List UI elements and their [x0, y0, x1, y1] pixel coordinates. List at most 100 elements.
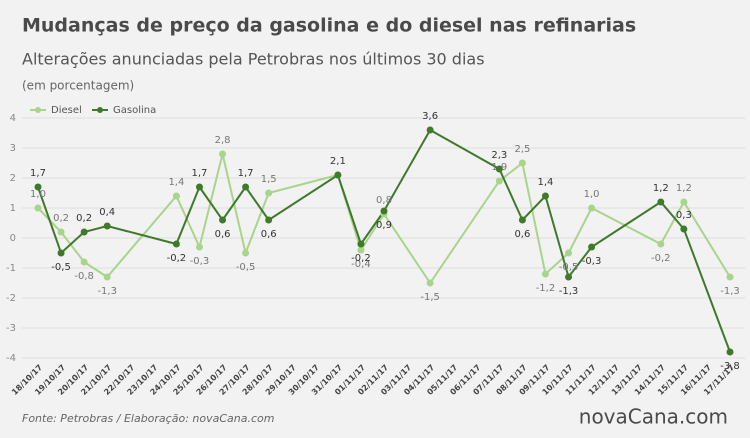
data-label: -0,5 [559, 262, 579, 273]
data-label: 0,6 [514, 229, 530, 240]
data-point [518, 216, 526, 224]
data-point [657, 198, 665, 206]
data-point [57, 249, 65, 257]
data-label: 0,2 [76, 213, 92, 224]
data-point [426, 126, 434, 134]
data-label: -0,4 [351, 259, 371, 270]
data-point [380, 207, 388, 215]
y-tick-label: 4 [10, 113, 16, 124]
y-tick-label: 2 [10, 173, 16, 184]
data-label: -0,3 [190, 256, 210, 267]
data-label: -0,5 [51, 262, 71, 273]
data-label: 1,4 [538, 177, 554, 188]
data-label: -3,8 [720, 361, 740, 372]
data-label: 1,0 [584, 189, 600, 200]
data-label: -0,2 [651, 253, 671, 264]
data-label: -1,3 [720, 286, 740, 297]
data-label: -1,2 [536, 283, 556, 294]
data-label: 2,3 [491, 150, 507, 161]
data-point [265, 189, 273, 197]
data-point [588, 204, 596, 212]
data-label: -0,2 [167, 253, 187, 264]
data-label: -0,2 [351, 253, 371, 264]
data-label: -0,5 [236, 262, 256, 273]
data-label: 1,2 [653, 183, 669, 194]
data-point [57, 228, 65, 236]
y-tick-label: 1 [10, 203, 16, 214]
chart-subtitle: Alterações anunciadas pela Petrobras nos… [22, 50, 485, 69]
data-label: 1,7 [192, 168, 208, 179]
data-label: 0,8 [376, 195, 392, 206]
data-point [219, 150, 227, 158]
data-label: 0,4 [99, 207, 115, 218]
data-label: 0,6 [261, 229, 277, 240]
data-point [80, 228, 88, 236]
data-label: 1,2 [676, 183, 692, 194]
data-point [495, 165, 503, 173]
logo: novaCana.com [579, 405, 728, 429]
data-label: 1,7 [238, 168, 254, 179]
data-point [242, 183, 250, 191]
data-point [103, 222, 111, 230]
data-label: 0,3 [676, 210, 692, 221]
data-point [518, 159, 526, 167]
data-point [334, 171, 342, 179]
data-point [34, 204, 42, 212]
data-label: 1,0 [30, 189, 46, 200]
data-label: 1,7 [30, 168, 46, 179]
data-point [495, 177, 503, 185]
data-point [541, 270, 549, 278]
data-point [680, 225, 688, 233]
data-label: 0,9 [376, 220, 392, 231]
y-tick-label: -2 [6, 293, 16, 304]
legend-label: Diesel [51, 105, 82, 116]
data-label: 3,6 [422, 111, 438, 122]
unit-note: (em porcentagem) [22, 79, 134, 93]
data-point [726, 348, 734, 356]
data-point [103, 273, 111, 281]
data-label: -1,3 [97, 286, 117, 297]
data-point [172, 240, 180, 248]
data-label: 2,8 [215, 135, 231, 146]
data-point [265, 216, 273, 224]
data-point [34, 183, 42, 191]
data-point [80, 258, 88, 266]
data-point [357, 240, 365, 248]
chart-title: Mudanças de preço da gasolina e do diese… [22, 15, 636, 37]
data-label: 1,5 [261, 174, 277, 185]
data-point [588, 243, 596, 251]
data-label: 2,5 [514, 144, 530, 155]
data-point [172, 192, 180, 200]
data-point [426, 279, 434, 287]
data-label: 0,6 [215, 229, 231, 240]
data-point [726, 273, 734, 281]
data-point [357, 246, 365, 254]
data-label: -1,3 [559, 286, 579, 297]
data-point [195, 243, 203, 251]
legend-label: Gasolina [113, 105, 156, 116]
source: Fonte: Petrobras / Elaboração: novaCana.… [22, 412, 274, 425]
data-label: 1,4 [168, 177, 184, 188]
data-label: -1,5 [420, 292, 440, 303]
data-point [219, 216, 227, 224]
y-tick-label: -3 [6, 323, 16, 334]
data-label: -0,8 [74, 271, 94, 282]
data-point [195, 183, 203, 191]
data-label: -0,3 [582, 256, 602, 267]
y-tick-label: -1 [6, 263, 16, 274]
legend-marker [35, 107, 41, 113]
data-point [242, 249, 250, 257]
data-label: 2,1 [330, 156, 346, 167]
y-tick-label: -4 [6, 353, 16, 364]
data-point [541, 192, 549, 200]
data-point [565, 273, 573, 281]
y-tick-label: 0 [10, 233, 16, 244]
data-label: 0,2 [53, 213, 69, 224]
data-point [680, 198, 688, 206]
legend-marker [97, 107, 103, 113]
y-tick-label: 3 [10, 143, 16, 154]
data-point [657, 240, 665, 248]
